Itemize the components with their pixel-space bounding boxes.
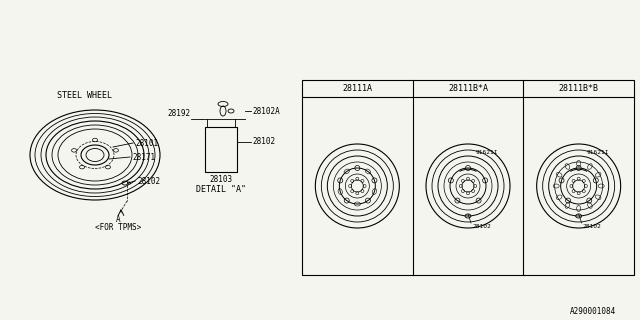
- Text: STEEL WHEEL: STEEL WHEEL: [57, 91, 112, 100]
- Text: DETAIL "A": DETAIL "A": [196, 186, 246, 195]
- Text: A290001084: A290001084: [570, 308, 616, 316]
- Bar: [205, 127, 237, 172]
- Text: 28102: 28102: [252, 138, 275, 147]
- Text: 28111B*A: 28111B*A: [448, 84, 488, 93]
- Text: <FOR TPMS>: <FOR TPMS>: [95, 223, 141, 233]
- Bar: [302, 80, 634, 275]
- Text: 28102A: 28102A: [252, 107, 280, 116]
- Text: 28101: 28101: [135, 139, 158, 148]
- Text: 91621I: 91621I: [587, 149, 609, 155]
- Text: 28102: 28102: [582, 223, 602, 228]
- Text: 28111B*B: 28111B*B: [559, 84, 598, 93]
- Text: 28102: 28102: [137, 177, 160, 186]
- Text: 28171: 28171: [132, 153, 155, 162]
- Text: 28111A: 28111A: [342, 84, 372, 93]
- Text: 28102: 28102: [472, 223, 491, 228]
- Text: 91621I: 91621I: [476, 149, 499, 155]
- Text: 28192: 28192: [168, 108, 191, 117]
- Text: A: A: [116, 215, 120, 225]
- Text: 28103: 28103: [209, 175, 232, 185]
